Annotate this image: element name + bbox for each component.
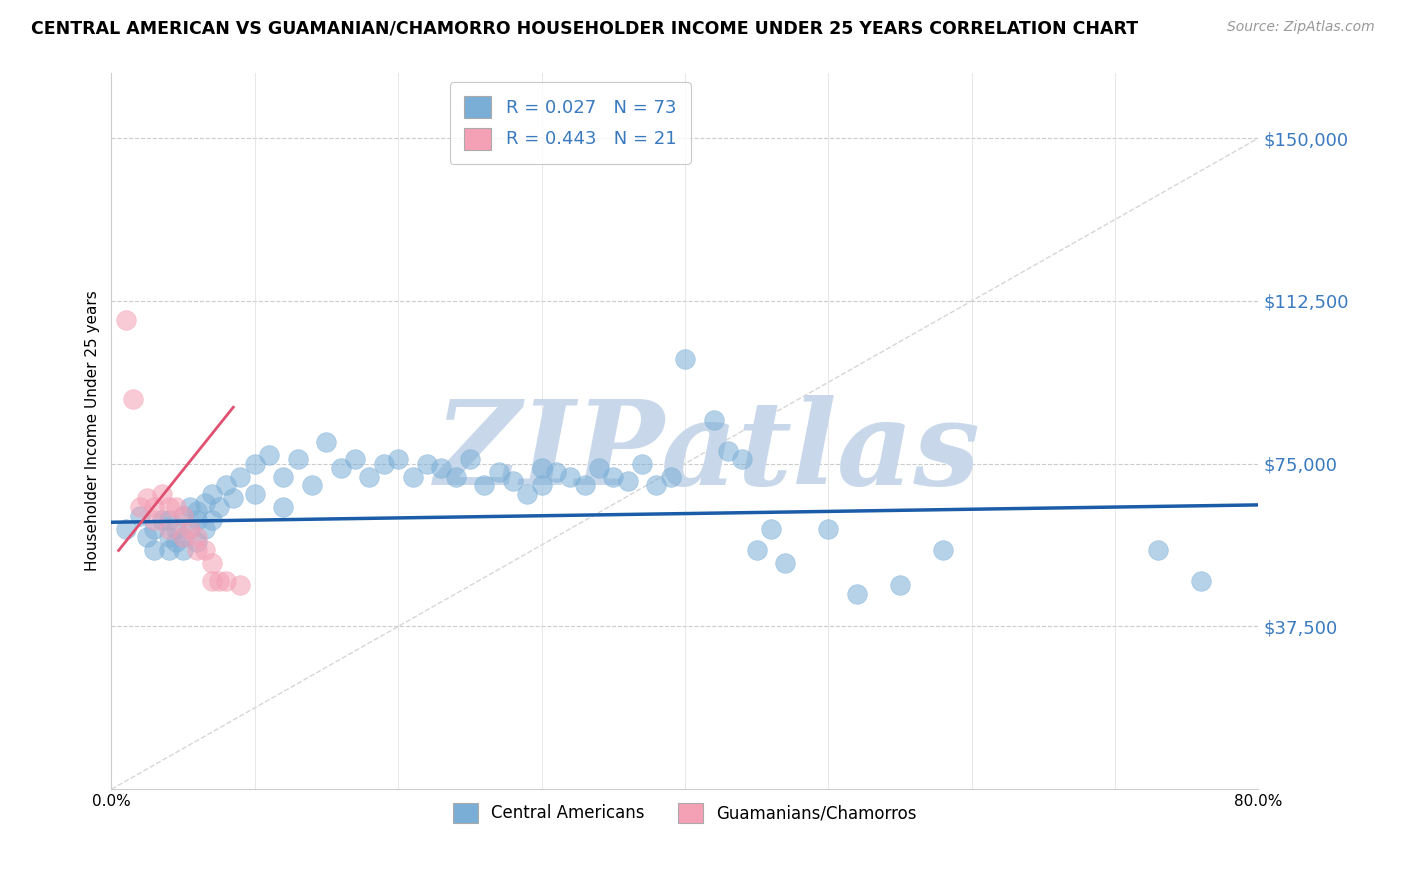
Point [122,392,145,406]
Point [172,543,194,558]
Point [458,452,481,467]
Point [602,469,624,483]
Point [157,522,180,536]
Point [444,469,467,483]
Point [165,534,187,549]
Point [416,457,439,471]
Point [229,578,252,592]
Point [150,487,173,501]
Point [143,500,166,514]
Point [1147,543,1170,558]
Point [157,531,180,545]
Point [243,487,266,501]
Point [229,469,252,483]
Point [775,557,797,571]
Point [717,443,740,458]
Point [179,522,201,536]
Point [136,531,159,545]
Point [673,352,696,367]
Point [645,478,668,492]
Point [544,466,567,480]
Point [222,491,245,506]
Point [215,478,238,492]
Point [208,500,231,514]
Point [301,478,323,492]
Text: CENTRAL AMERICAN VS GUAMANIAN/CHAMORRO HOUSEHOLDER INCOME UNDER 25 YEARS CORRELA: CENTRAL AMERICAN VS GUAMANIAN/CHAMORRO H… [31,20,1137,37]
Point [172,508,194,523]
Point [186,513,208,527]
Point [136,491,159,506]
Point [472,478,495,492]
Text: Source: ZipAtlas.com: Source: ZipAtlas.com [1227,20,1375,34]
Point [932,543,955,558]
Point [157,513,180,527]
Y-axis label: Householder Income Under 25 years: Householder Income Under 25 years [86,291,100,572]
Point [516,487,538,501]
Point [129,500,152,514]
Point [143,522,166,536]
Point [616,474,638,488]
Point [194,543,217,558]
Point [157,543,180,558]
Point [143,543,166,558]
Point [530,461,553,475]
Point [373,457,395,471]
Point [201,513,224,527]
Point [208,574,231,588]
Point [194,522,217,536]
Point [114,522,136,536]
Point [731,452,754,467]
Point [703,413,725,427]
Point [359,469,381,483]
Point [165,500,187,514]
Point [430,461,453,475]
Point [172,508,194,523]
Point [186,504,208,518]
Point [201,557,224,571]
Point [344,452,367,467]
Point [257,448,280,462]
Point [287,452,309,467]
Point [273,469,295,483]
Point [150,513,173,527]
Point [157,500,180,514]
Point [129,508,152,523]
Point [530,478,553,492]
Point [502,474,524,488]
Point [114,313,136,327]
Point [659,469,682,483]
Point [846,587,869,601]
Point [889,578,911,592]
Point [172,531,194,545]
Point [179,522,201,536]
Point [172,531,194,545]
Point [179,500,201,514]
Point [273,500,295,514]
Point [588,461,610,475]
Point [143,513,166,527]
Point [488,466,510,480]
Point [745,543,768,558]
Point [201,487,224,501]
Point [194,496,217,510]
Point [186,543,208,558]
Point [186,534,208,549]
Point [243,457,266,471]
Point [560,469,582,483]
Point [165,522,187,536]
Legend: Central Americans, Guamanians/Chamorros: Central Americans, Guamanians/Chamorros [441,791,928,835]
Text: ZIPatlas: ZIPatlas [434,395,981,510]
Point [1189,574,1212,588]
Point [201,574,224,588]
Point [631,457,654,471]
Point [215,574,238,588]
Point [817,522,839,536]
Point [401,469,423,483]
Point [387,452,409,467]
Point [315,434,337,449]
Point [574,478,596,492]
Point [329,461,352,475]
Point [186,531,208,545]
Point [759,522,782,536]
